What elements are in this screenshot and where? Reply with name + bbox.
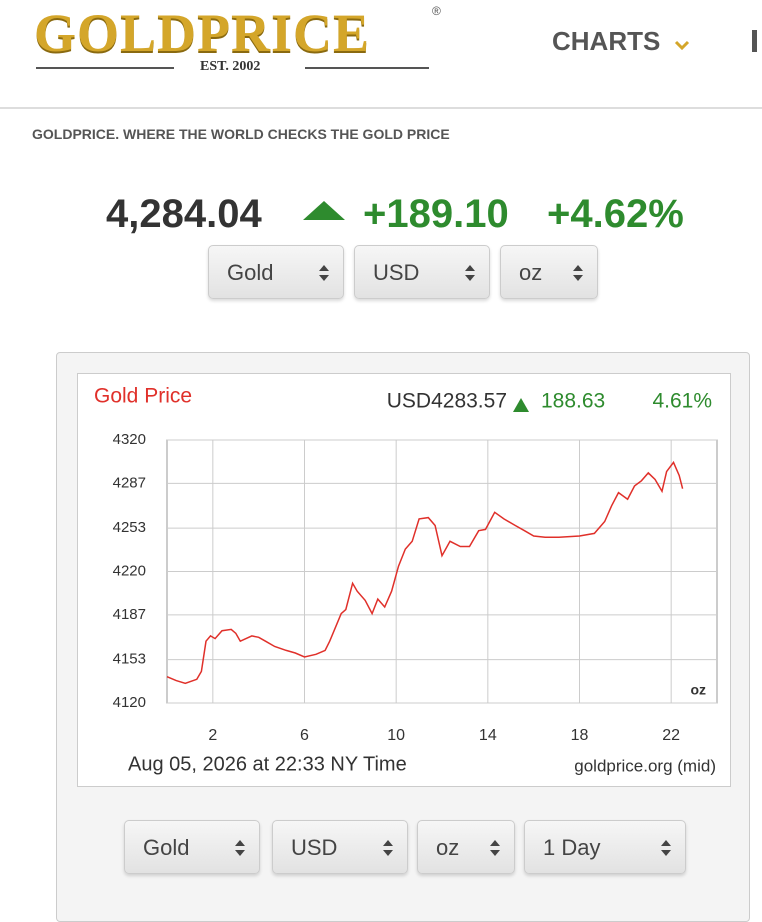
y-tick-label: 4120	[113, 694, 146, 711]
select-value: USD	[373, 260, 420, 285]
y-tick-label: 4187	[113, 606, 146, 623]
x-tick-label: 18	[571, 727, 589, 744]
source: goldprice.org (mid)	[574, 756, 716, 775]
select-value: oz	[519, 260, 543, 285]
select[interactable]: Gold	[208, 245, 344, 299]
price-change: +189.10	[363, 192, 509, 236]
select[interactable]: 1 Day	[524, 820, 686, 874]
unit-label: oz	[690, 682, 706, 698]
established: EST. 2002	[200, 59, 261, 74]
select-arrows	[661, 840, 671, 856]
select[interactable]: USD	[354, 245, 490, 299]
y-tick-label: 4220	[113, 562, 146, 579]
select-arrows	[319, 265, 329, 281]
y-tick-label: 4153	[113, 651, 146, 668]
rule	[305, 67, 429, 69]
y-tick-label: 4287	[113, 474, 146, 491]
up-arrow	[303, 201, 345, 220]
price-change-pct: +4.62%	[547, 192, 684, 236]
x-tick-label: 2	[208, 727, 217, 744]
x-tick-label: 10	[387, 727, 405, 744]
price: 4,284.04	[106, 192, 262, 236]
nav-charts[interactable]: CHARTS	[552, 26, 690, 57]
x-tick-label: 22	[662, 727, 680, 744]
quote: USD4283.57	[387, 390, 507, 413]
up-arrow	[513, 398, 529, 412]
select[interactable]: oz	[417, 820, 515, 874]
divider	[0, 107, 762, 109]
select-arrows	[490, 840, 500, 856]
registered-mark: ®	[432, 4, 441, 18]
select-arrows	[235, 840, 245, 856]
select-value: USD	[291, 835, 338, 860]
select-value: Gold	[227, 260, 274, 285]
select-arrows	[465, 265, 475, 281]
quote-change: 188.63	[541, 390, 605, 413]
chart-title: Gold Price	[94, 385, 192, 408]
y-tick-label: 4320	[113, 431, 146, 448]
chart: 4120 4153 4187 4220 4253 4287 4320 2 6 10 14 18 22 Go…	[77, 373, 731, 787]
rule	[36, 67, 174, 69]
select[interactable]: Gold	[124, 820, 260, 874]
quote-change-pct: 4.61%	[652, 390, 712, 413]
tagline: GOLDPRICE. WHERE THE WORLD CHECKS THE GO…	[32, 126, 450, 142]
select-arrows	[383, 840, 393, 856]
select-value: Gold	[143, 835, 190, 860]
chevron	[674, 40, 689, 51]
y-tick-label: 4253	[113, 519, 146, 536]
nav-edge	[752, 30, 757, 52]
nav-label[interactable]: CHARTS	[552, 26, 661, 56]
select-value: 1 Day	[543, 835, 601, 860]
select-arrows	[573, 265, 583, 281]
x-tick-label: 6	[300, 727, 309, 744]
logo[interactable]: GOLDPRICE	[34, 3, 371, 63]
price-line	[166, 460, 684, 685]
select[interactable]: USD	[272, 820, 408, 874]
select[interactable]: oz	[500, 245, 598, 299]
select-value: oz	[436, 835, 460, 860]
timestamp: Aug 05, 2026 at 22:33 NY Time	[128, 753, 407, 775]
x-tick-label: 14	[479, 727, 497, 744]
